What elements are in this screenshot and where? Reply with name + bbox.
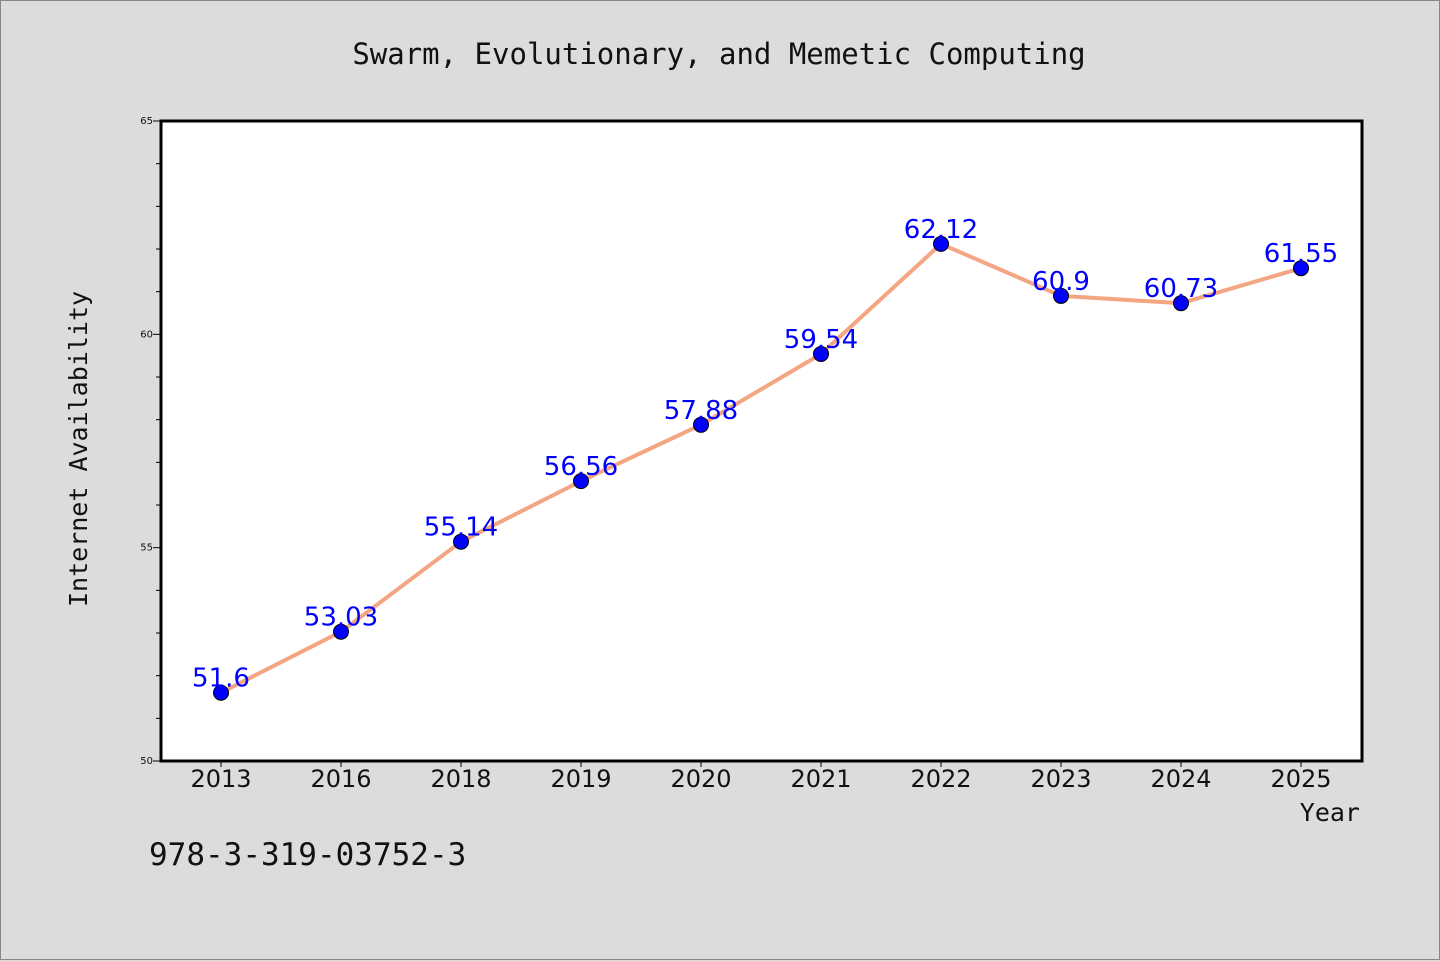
data-markers [213,235,1309,701]
plot-area [161,121,1362,761]
data-point [453,533,469,550]
data-label: 60.9 [1032,267,1090,297]
y-axis-label: Internet Availability [64,291,93,607]
x-tick-label: 2024 [1150,765,1211,793]
data-label: 55.14 [424,513,498,543]
x-tick-label: 2022 [910,765,971,793]
data-point [1053,287,1069,304]
data-label: 62.12 [904,215,978,245]
x-tick-label: 2020 [670,765,731,793]
footer-isbn: 978-3-319-03752-3 [149,837,466,873]
y-tick-label: 50 [140,756,153,767]
x-tick-label: 2025 [1270,765,1331,793]
data-label: 60.73 [1144,274,1218,304]
x-tick-label: 2016 [310,765,371,793]
data-point [213,684,229,701]
x-tick-label: 2013 [190,765,251,793]
data-label: 51.6 [192,664,250,694]
y-tick-label: 60 [140,329,153,340]
y-tick-label: 65 [140,116,153,127]
x-tick-label: 2021 [790,765,851,793]
data-point [333,623,349,640]
data-label: 61.55 [1264,239,1338,269]
x-tick-label: 2023 [1030,765,1091,793]
data-labels: 51.6 53.03 55.14 56.56 57.88 59.54 62.12 60.9 60… [192,215,1338,694]
data-point [693,416,709,433]
data-label: 59.54 [784,325,858,355]
data-point [813,345,829,362]
data-label: 53.03 [304,603,378,633]
data-point [933,235,949,252]
data-label: 57.88 [664,396,738,426]
x-axis-label: Year [1300,798,1360,827]
y-tick-label: 55 [140,543,153,554]
series-line [219,241,1303,695]
x-axis: 2013 2016 2018 2019 2020 2021 2022 2023 2024 2025 [190,761,1332,793]
y-axis: 50 55 60 65 [140,116,161,767]
data-label: 56.56 [544,452,618,482]
chart-title: Swarm, Evolutionary, and Memetic Computi… [352,37,1085,71]
plot-border [159,119,1364,763]
x-tick-label: 2018 [430,765,491,793]
data-point [1293,260,1309,277]
data-point [1173,295,1189,312]
data-point [573,473,589,490]
x-tick-label: 2019 [550,765,611,793]
